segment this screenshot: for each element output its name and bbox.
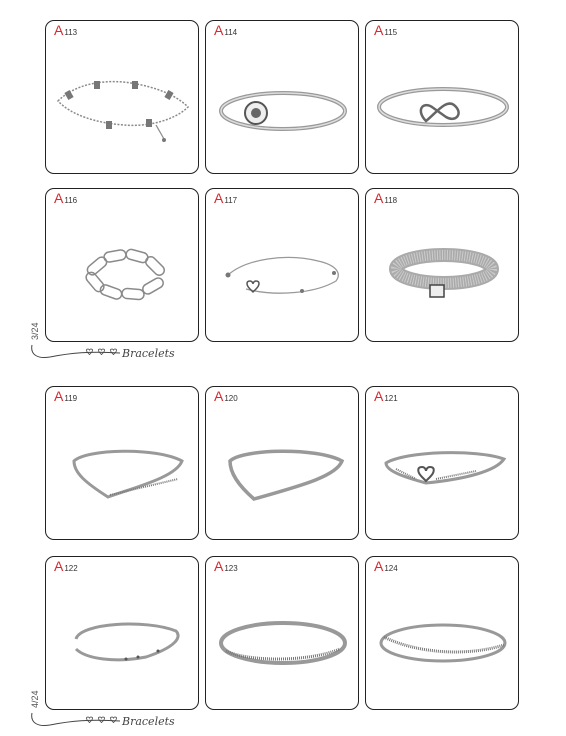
- polished-wishbone-bangle-icon: [228, 449, 345, 501]
- product-code: A114: [214, 22, 238, 38]
- product-card[interactable]: A120: [205, 386, 359, 540]
- paperclip-link-bracelet-icon: [85, 248, 165, 301]
- product-code: A118: [374, 190, 398, 206]
- product-card[interactable]: A117: [205, 188, 359, 342]
- heart-vine-ornament-icon: [31, 712, 121, 726]
- product-card[interactable]: A121: [365, 386, 519, 540]
- footer-label: Bracelets: [122, 347, 175, 360]
- product-code: A122: [54, 558, 78, 574]
- infinity-knot-snake-bracelet-icon: [377, 87, 509, 127]
- product-card[interactable]: A118: [365, 188, 519, 342]
- pave-wishbone-bangle-icon: [72, 449, 184, 499]
- section-footer: Bracelets: [30, 711, 175, 736]
- snake-chain-round-clasp-bracelet-icon: [219, 91, 347, 131]
- product-card[interactable]: A116: [45, 188, 199, 342]
- open-cuff-bangle-icon: [74, 622, 180, 662]
- footer-label: Bracelets: [122, 715, 175, 728]
- heart-wishbone-bangle-icon: [384, 451, 507, 485]
- product-card[interactable]: A113: [45, 20, 199, 174]
- product-card[interactable]: A114: [205, 20, 359, 174]
- product-code: A113: [54, 22, 78, 38]
- mesh-band-bracelet-icon: [389, 248, 499, 298]
- section-footer: Bracelets: [30, 343, 175, 368]
- product-card[interactable]: A122: [45, 556, 199, 710]
- product-code: A120: [214, 388, 238, 404]
- product-code: A124: [374, 558, 398, 574]
- pave-double-row-bangle-icon: [219, 621, 347, 665]
- product-card[interactable]: A124: [365, 556, 519, 710]
- product-code: A116: [54, 190, 78, 206]
- product-card[interactable]: A123: [205, 556, 359, 710]
- product-code: A121: [374, 388, 398, 404]
- heart-vine-ornament-icon: [31, 344, 121, 358]
- page-number: 3/24: [30, 322, 40, 340]
- product-card[interactable]: A119: [45, 386, 199, 540]
- heart-slider-chain-bracelet-icon: [225, 256, 339, 294]
- product-code: A119: [54, 388, 78, 404]
- entwined-crossover-bangle-icon: [379, 623, 507, 663]
- station-chain-bracelet-icon: [56, 80, 190, 142]
- product-code: A115: [374, 22, 398, 38]
- product-code: A123: [214, 558, 238, 574]
- page-number: 4/24: [30, 690, 40, 708]
- product-card[interactable]: A115: [365, 20, 519, 174]
- product-code: A117: [214, 190, 238, 206]
